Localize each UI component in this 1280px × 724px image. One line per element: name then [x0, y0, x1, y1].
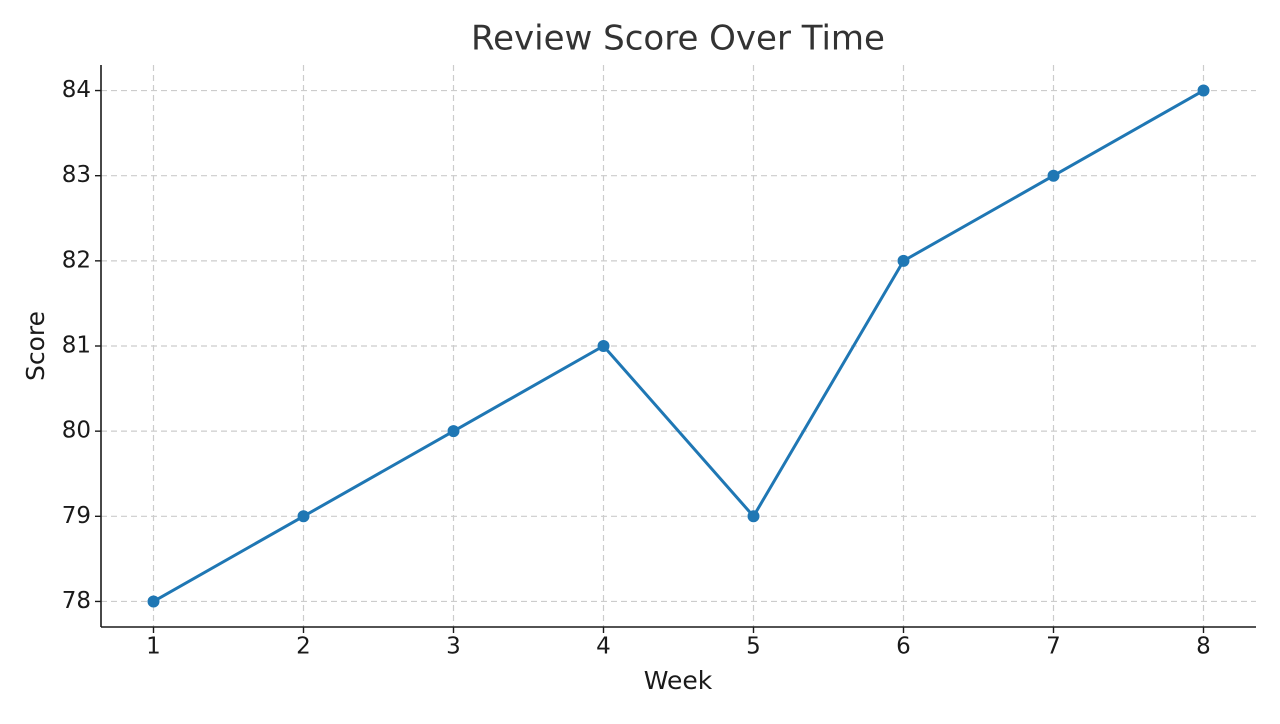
x-tick-label: 1 [146, 634, 161, 660]
x-axis-label: Week [644, 666, 713, 695]
y-tick-label: 79 [62, 503, 91, 529]
data-point [447, 425, 460, 438]
x-tick-label: 3 [446, 634, 461, 660]
y-tick-label: 81 [62, 333, 91, 359]
data-point [597, 340, 610, 352]
x-tick-label: 5 [746, 634, 761, 660]
data-point [1047, 169, 1060, 182]
data-point [897, 254, 910, 267]
y-axis-label: Score [21, 311, 50, 381]
data-point [147, 595, 160, 608]
data-point [297, 510, 310, 523]
y-tick-label: 78 [62, 588, 91, 614]
data-point [747, 510, 760, 523]
data-line [152, 89, 1205, 603]
x-tick-label: 4 [596, 634, 611, 660]
x-tick-label: 2 [296, 634, 311, 660]
y-tick-label: 80 [62, 418, 91, 444]
chart-title: Review Score Over Time [471, 19, 885, 59]
data-point [1197, 84, 1210, 97]
x-tick-label: 7 [1046, 634, 1061, 660]
x-tick-label: 6 [896, 634, 911, 660]
y-tick-label: 83 [62, 162, 91, 188]
y-tick-label: 84 [62, 77, 91, 103]
y-tick-label: 82 [62, 247, 91, 273]
x-tick-label: 8 [1196, 634, 1211, 660]
